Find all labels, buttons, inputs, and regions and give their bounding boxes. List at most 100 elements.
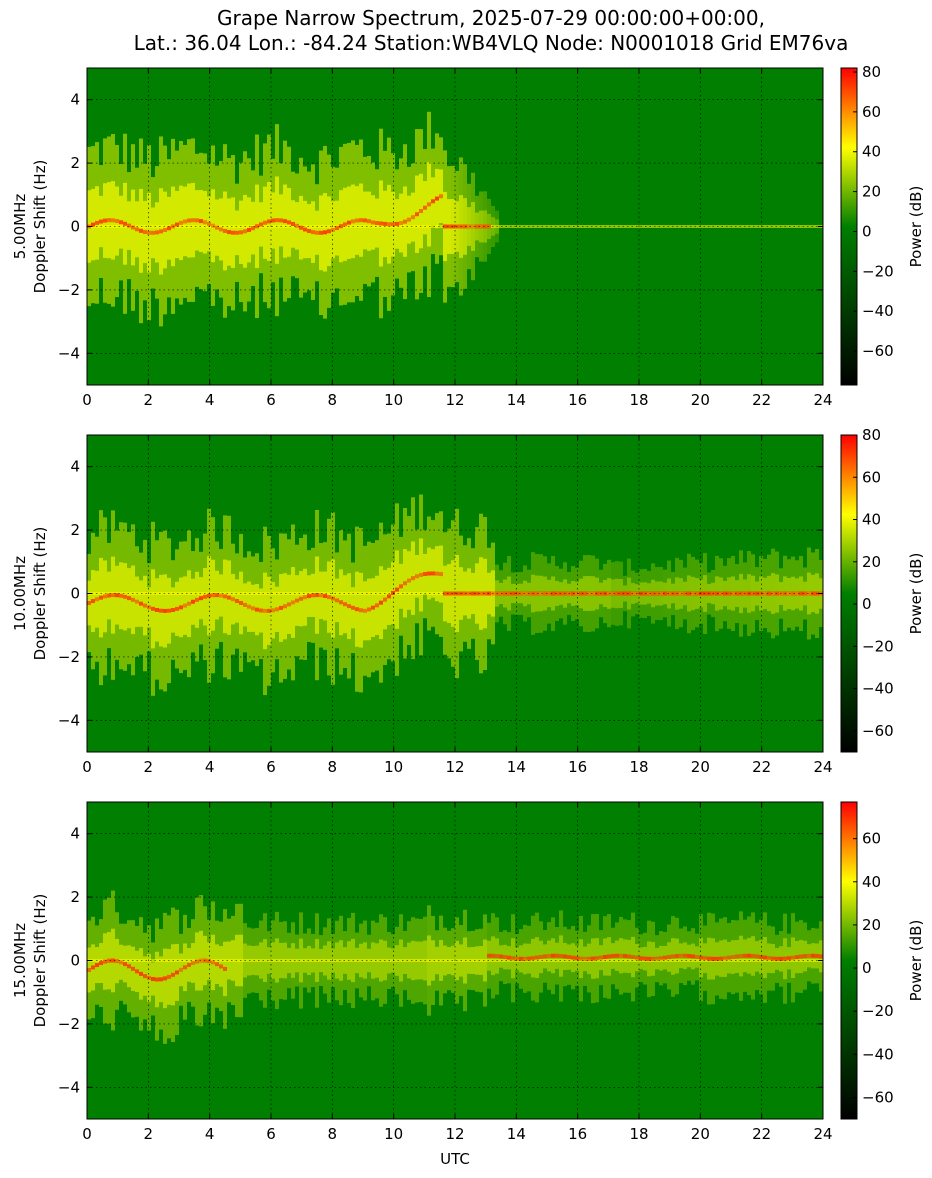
doppler-trace-segment <box>515 956 519 961</box>
doppler-trace-segment <box>371 605 375 610</box>
carrier-line-segment <box>399 592 403 595</box>
doppler-trace-segment <box>319 593 323 598</box>
doppler-trace-segment <box>339 600 343 605</box>
doppler-trace-segment <box>163 976 167 981</box>
carrier-line-segment <box>327 959 331 962</box>
carrier-line-segment <box>331 959 335 962</box>
doppler-trace-segment <box>191 599 195 604</box>
doppler-trace-segment <box>551 591 555 596</box>
carrier-line-segment <box>183 959 187 962</box>
carrier-line-segment <box>331 592 335 595</box>
doppler-trace-segment <box>391 222 395 227</box>
carrier-line-segment <box>723 959 727 962</box>
doppler-trace-segment <box>151 230 155 235</box>
x-tick-label: 20 <box>691 391 710 409</box>
doppler-trace-segment <box>131 225 135 230</box>
colorbar-tick-label: −60 <box>862 342 894 360</box>
doppler-trace-segment <box>739 954 743 959</box>
carrier-line-segment <box>187 225 191 228</box>
carrier-line-segment <box>435 592 439 595</box>
carrier-line-segment <box>263 225 267 228</box>
colorbar-scale <box>840 801 858 1120</box>
carrier-line-segment <box>799 225 803 228</box>
doppler-trace-segment <box>811 953 815 958</box>
carrier-line-segment <box>503 959 507 962</box>
carrier-line-segment <box>687 959 691 962</box>
carrier-line-segment <box>267 225 271 228</box>
doppler-trace-segment <box>147 975 151 980</box>
doppler-trace-segment <box>767 956 771 961</box>
doppler-trace-segment <box>715 956 719 961</box>
carrier-line-segment <box>395 592 399 595</box>
chart-title-line-1: Grape Narrow Spectrum, 2025-07-29 00:00:… <box>217 6 765 30</box>
carrier-line-segment <box>267 959 271 962</box>
x-tick-label: 12 <box>445 391 464 409</box>
carrier-line-segment <box>195 592 199 595</box>
x-tick-label: 2 <box>144 391 154 409</box>
doppler-trace-segment <box>91 222 95 227</box>
carrier-line-segment <box>223 592 227 595</box>
doppler-trace-segment <box>99 961 103 966</box>
x-tick-label: 0 <box>82 1125 92 1143</box>
carrier-line-segment <box>619 225 623 228</box>
doppler-trace-segment <box>323 593 327 598</box>
carrier-line-segment <box>467 959 471 962</box>
colorbar-tick-label: −40 <box>862 680 894 698</box>
doppler-trace-segment <box>807 591 811 596</box>
carrier-line-segment <box>143 959 147 962</box>
doppler-trace-segment <box>619 953 623 958</box>
doppler-trace-segment <box>159 977 163 982</box>
carrier-line-segment <box>143 592 147 595</box>
doppler-trace-segment <box>627 954 631 959</box>
carrier-line-segment <box>395 225 399 228</box>
carrier-line-segment <box>399 225 403 228</box>
colorbar-tick-label: 80 <box>862 63 881 81</box>
doppler-trace-segment <box>147 230 151 235</box>
doppler-trace-segment <box>203 220 207 225</box>
x-tick-label: 24 <box>813 391 832 409</box>
doppler-trace-segment <box>471 224 475 229</box>
carrier-line-segment <box>447 959 451 962</box>
doppler-trace-segment <box>683 953 687 958</box>
doppler-trace-segment <box>155 607 159 612</box>
carrier-line-segment <box>691 959 695 962</box>
grid <box>87 68 823 385</box>
spectrogram-heatmap <box>87 111 823 327</box>
colorbar-tick-label: 20 <box>862 183 881 201</box>
doppler-trace-segment <box>271 608 275 613</box>
doppler-trace-segment <box>787 956 791 961</box>
doppler-trace-segment <box>591 956 595 961</box>
carrier-line-segment <box>611 225 615 228</box>
colorbar-tick-label: 0 <box>862 959 872 977</box>
doppler-trace-segment <box>511 956 515 961</box>
colorbar-tick-label: −40 <box>862 302 894 320</box>
carrier-line-segment <box>803 959 807 962</box>
doppler-trace-segment <box>415 212 419 217</box>
carrier-line-segment <box>791 959 795 962</box>
carrier-line-segment <box>699 225 703 228</box>
carrier-line-segment <box>543 959 547 962</box>
doppler-trace-segment <box>267 219 271 224</box>
carrier-line-segment <box>759 225 763 228</box>
carrier-line-segment <box>367 959 371 962</box>
carrier-line-segment <box>179 592 183 595</box>
doppler-trace-segment <box>627 591 631 596</box>
doppler-trace-segment <box>351 219 355 224</box>
doppler-trace-segment <box>403 581 407 586</box>
doppler-trace-segment <box>279 605 283 610</box>
carrier-line-segment <box>555 225 559 228</box>
carrier-line-segment <box>287 959 291 962</box>
x-tick-label: 24 <box>813 1125 832 1143</box>
doppler-trace-segment <box>195 597 199 602</box>
x-tick-label: 16 <box>568 758 587 776</box>
doppler-trace-segment <box>687 954 691 959</box>
doppler-trace-segment <box>387 594 391 599</box>
carrier-line-segment <box>219 959 223 962</box>
carrier-line-segment <box>155 225 159 228</box>
carrier-line-segment <box>187 959 191 962</box>
doppler-trace-segment <box>527 956 531 961</box>
doppler-trace-segment <box>515 591 519 596</box>
doppler-trace-segment <box>651 591 655 596</box>
